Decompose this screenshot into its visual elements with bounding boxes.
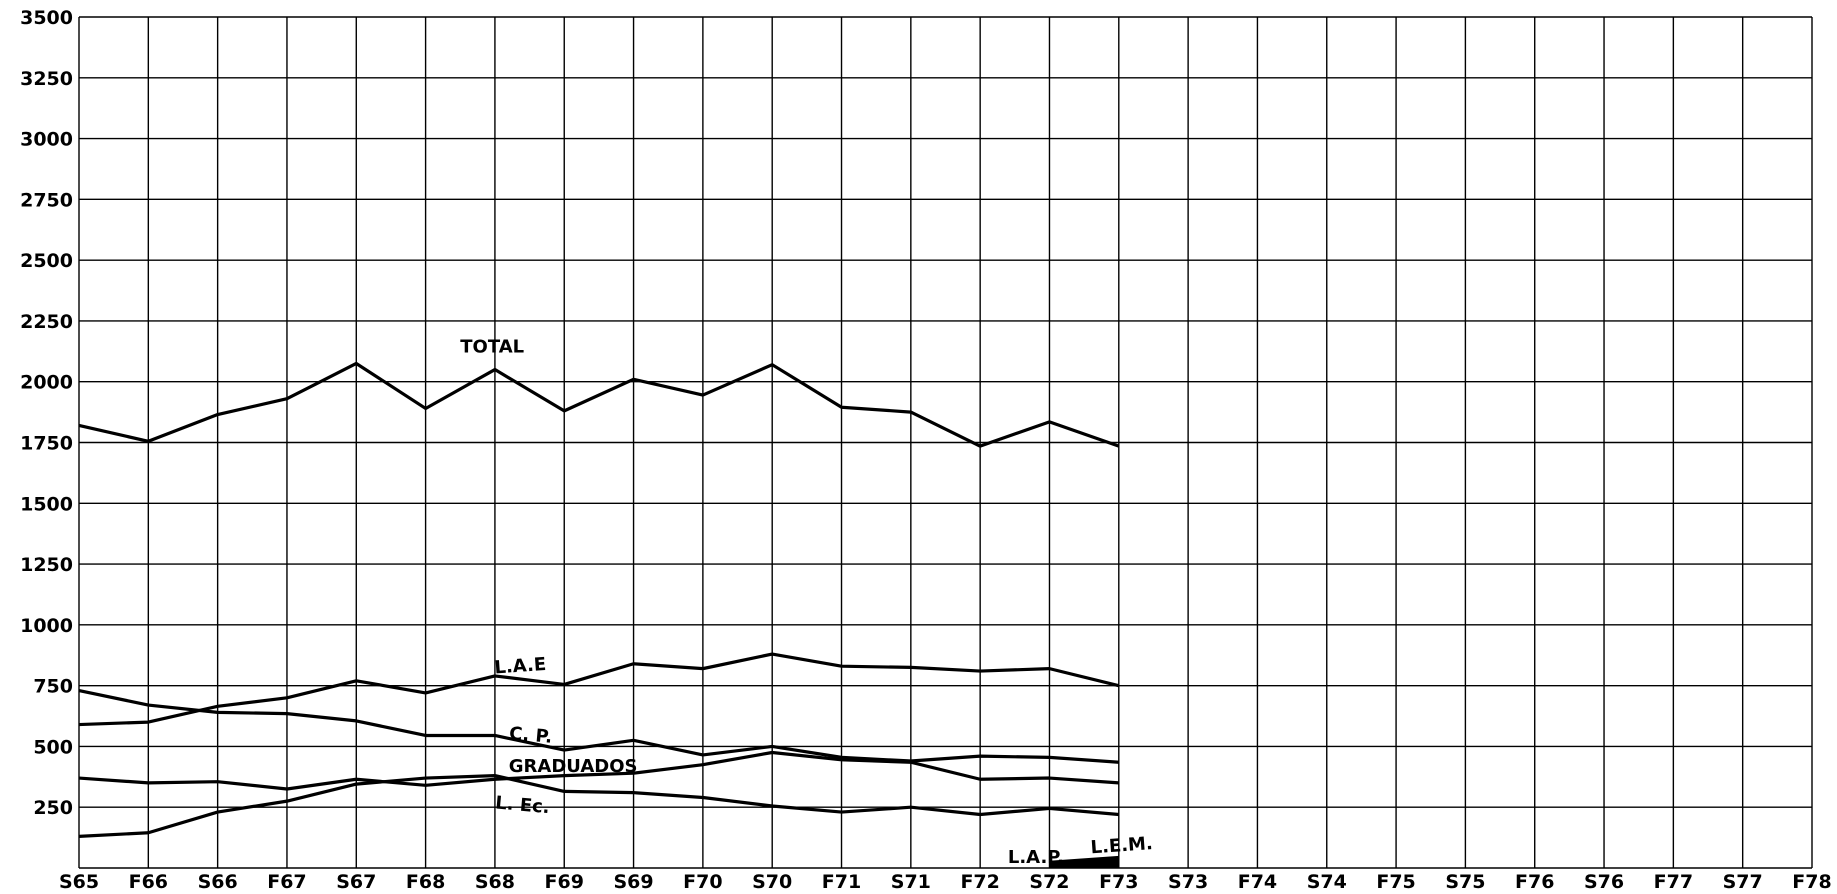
- y-tick-label: 1000: [20, 615, 73, 637]
- series-label: L. Ec.: [494, 792, 550, 818]
- y-tick-label: 2750: [20, 189, 73, 211]
- x-tick-label: S69: [613, 871, 653, 893]
- x-tick-label: F69: [545, 871, 584, 893]
- x-tick-label: S73: [1168, 871, 1208, 893]
- y-tick-label: 3250: [20, 68, 73, 90]
- series-line-graduados: [78, 750, 1119, 791]
- x-tick-label: F71: [822, 871, 861, 893]
- x-tick-label: F76: [1515, 871, 1554, 893]
- x-tick-label: F75: [1376, 871, 1415, 893]
- series-label: L.A.E: [494, 654, 547, 679]
- y-tick-label: 500: [33, 736, 73, 758]
- grid: [78, 16, 1813, 869]
- y-tick-label: 250: [33, 797, 73, 819]
- series-line-total: [78, 361, 1120, 448]
- x-tick-label: S68: [475, 871, 515, 893]
- x-tick-label: S71: [891, 871, 931, 893]
- series-lines: [78, 361, 1120, 868]
- x-tick-label: S75: [1445, 871, 1485, 893]
- series-label: TOTAL: [460, 337, 524, 358]
- x-tick-label: S74: [1307, 871, 1347, 893]
- x-tick-label: S70: [752, 871, 792, 893]
- x-tick-label: F66: [129, 871, 168, 893]
- x-tick-label: F74: [1238, 871, 1277, 893]
- y-tick-label: 1250: [20, 554, 73, 576]
- x-tick-label: F78: [1792, 871, 1831, 893]
- x-tick-label: F72: [960, 871, 999, 893]
- y-tick-label: 1750: [20, 433, 73, 455]
- x-axis-ticks: S65 F66 S66 F67 S67 F68 S68 F69 S69 F70 S70 F71 S71 F…: [59, 871, 1832, 893]
- y-tick-label: 2500: [20, 250, 73, 272]
- x-tick-label: S66: [198, 871, 238, 893]
- x-tick-label: F67: [267, 871, 306, 893]
- x-tick-label: F68: [406, 871, 445, 893]
- x-tick-label: F70: [683, 871, 722, 893]
- series-line-lae: [78, 652, 1120, 727]
- y-tick-label: 3000: [20, 129, 73, 151]
- series-labels: TOTAL L.A.E C. P. GRADUADOS L. Ec. L.A.P. L.E.…: [460, 337, 1153, 869]
- x-tick-label: S76: [1584, 871, 1624, 893]
- x-tick-label: F77: [1654, 871, 1693, 893]
- x-tick-label: S72: [1029, 871, 1069, 893]
- y-tick-label: 3500: [20, 7, 73, 29]
- y-tick-label: 750: [33, 676, 73, 698]
- series-area-lem: [1049, 855, 1119, 868]
- y-tick-label: 1500: [20, 493, 73, 515]
- series-line-cp: [78, 688, 1119, 764]
- x-tick-label: S65: [59, 871, 99, 893]
- y-tick-label: 2250: [20, 311, 73, 333]
- series-label: L.A.P.: [1008, 847, 1064, 868]
- series-label: GRADUADOS: [509, 756, 638, 777]
- x-tick-label: S67: [336, 871, 376, 893]
- series-label: C. P.: [508, 723, 553, 748]
- y-axis-ticks: 250 500 750 1000 1250 1500 1750 2000 2250 2500 275…: [20, 7, 73, 819]
- x-tick-label: S77: [1723, 871, 1763, 893]
- x-tick-label: F73: [1099, 871, 1138, 893]
- series-label: L.E.M.: [1090, 833, 1154, 858]
- y-tick-label: 2000: [20, 372, 73, 394]
- series-line-lec: [78, 774, 1119, 838]
